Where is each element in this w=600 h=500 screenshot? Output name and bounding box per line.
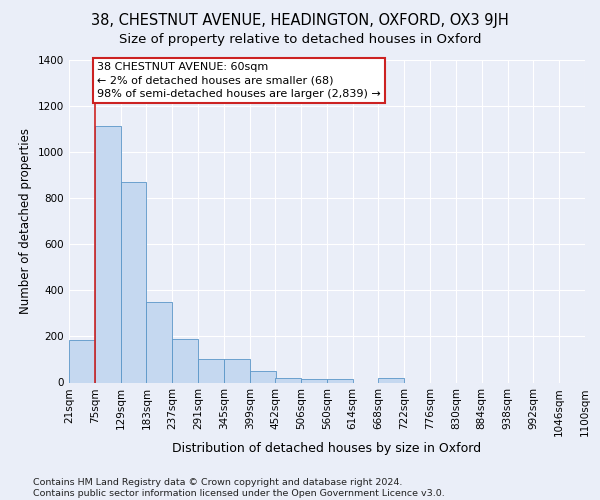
Bar	[95, 126, 121, 382]
Bar	[379, 378, 404, 382]
X-axis label: Distribution of detached houses by size in Oxford: Distribution of detached houses by size …	[172, 442, 482, 454]
Bar	[146, 302, 172, 382]
Bar	[327, 378, 353, 382]
Bar	[198, 360, 224, 382]
Bar	[250, 371, 275, 382]
Bar	[301, 378, 327, 382]
Bar	[121, 182, 146, 382]
Text: Contains HM Land Registry data © Crown copyright and database right 2024.
Contai: Contains HM Land Registry data © Crown c…	[33, 478, 445, 498]
Text: 38 CHESTNUT AVENUE: 60sqm
← 2% of detached houses are smaller (68)
98% of semi-d: 38 CHESTNUT AVENUE: 60sqm ← 2% of detach…	[97, 62, 381, 98]
Bar	[224, 360, 250, 382]
Bar	[275, 378, 301, 382]
Text: Size of property relative to detached houses in Oxford: Size of property relative to detached ho…	[119, 32, 481, 46]
Bar	[172, 338, 198, 382]
Text: 38, CHESTNUT AVENUE, HEADINGTON, OXFORD, OX3 9JH: 38, CHESTNUT AVENUE, HEADINGTON, OXFORD,…	[91, 12, 509, 28]
Y-axis label: Number of detached properties: Number of detached properties	[19, 128, 32, 314]
Bar	[69, 340, 95, 382]
